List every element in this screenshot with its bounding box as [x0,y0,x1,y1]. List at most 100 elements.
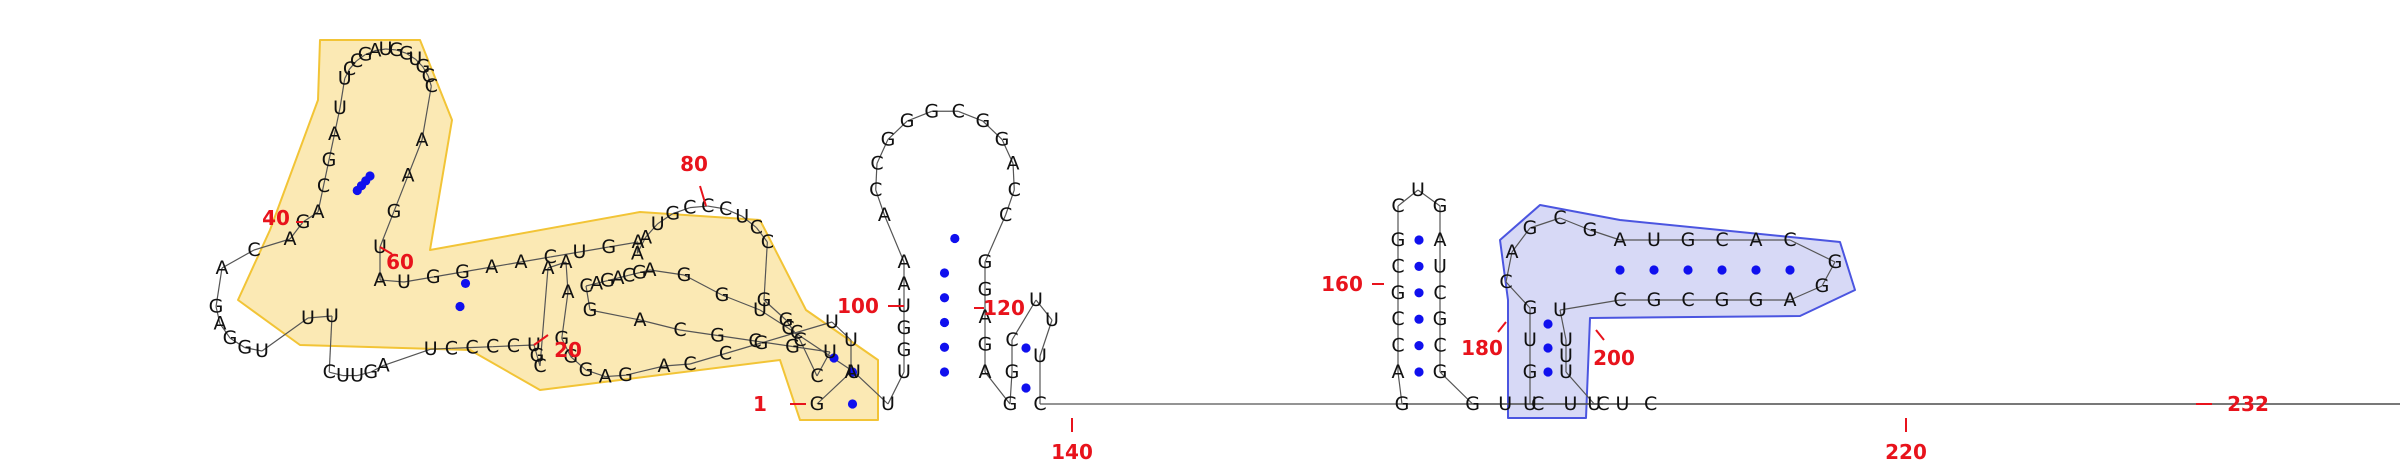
nucleotide: C [1033,393,1046,415]
backbone-link [816,371,852,405]
nucleotide: A [979,361,992,383]
nucleotide: C [1715,229,1728,251]
backbone-link [1529,217,1561,229]
nucleotide: G [779,309,794,331]
nucleotide: U [1411,179,1425,201]
backbone-link [1559,299,1621,311]
backbone-link [1565,371,1595,405]
position-label-220: 220 [1885,440,1927,460]
nucleotide: U [897,361,911,383]
base-pair-dot [829,353,839,363]
nucleotide: G [975,110,990,132]
nucleotide: G [810,393,825,415]
nucleotide: G [715,284,730,306]
backbone-link [763,299,787,321]
backbone-link [636,237,647,254]
nucleotide: U [1559,329,1573,351]
nucleotide: A [634,309,647,331]
nucleotide: G [237,337,252,359]
nucleotide: U [1045,309,1059,331]
nucleotide: C [1391,308,1404,330]
backbone-link [628,272,640,276]
position-label-20: 20 [554,338,582,362]
position-label-232: 232 [2227,392,2269,416]
backbone-link [792,345,831,353]
nucleotide: U [350,365,364,387]
nucleotide: C [1681,289,1694,311]
nucleotide: C [999,204,1012,226]
nucleotide: U [255,340,269,362]
nucleotide: U [325,305,339,327]
backbone-link [1505,281,1531,309]
nucleotide: G [1391,229,1406,251]
backbone-link [689,205,708,209]
nucleotide: C [748,330,761,352]
position-tick [533,334,549,346]
position-label-180: 180 [1461,336,1503,360]
backbone-link [1505,251,1513,283]
base-pair-dot [1021,383,1031,393]
nucleotide: C [683,197,696,219]
backbone-link [339,78,346,109]
backbone-link [741,215,757,229]
nucleotide: A [590,272,603,294]
nucleotide: C [1644,393,1657,415]
base-pair-dot [1414,261,1424,271]
backbone-link [219,323,231,339]
nucleotide: G [1815,275,1830,297]
nucleotide: A [515,251,528,273]
backbone-link [1001,139,1014,164]
nucleotide: A [374,269,387,291]
backbone-link [605,374,626,378]
nucleotide: C [1391,255,1404,277]
backbone-link [492,345,514,348]
nucleotide: U [651,213,665,235]
backbone-link [1009,371,1013,405]
nucleotide: C [323,361,336,383]
backbone-link [1417,189,1441,207]
backbone-link [906,110,932,122]
nucleotide: C [781,317,794,339]
backbone-link [403,276,434,283]
nucleotide: C [1433,335,1446,357]
nucleotide: C [673,319,686,341]
nucleotide: G [1005,361,1020,383]
nucleotide: C [1008,179,1021,201]
backbone-link [349,60,357,70]
backbone-link [639,269,651,274]
nucleotide: C [579,275,592,297]
nucleotide: G [1749,289,1764,311]
backbone-link [491,261,522,268]
nucleotide: A [1750,229,1763,251]
backbone-link [645,223,659,238]
nucleotide: C [422,65,435,87]
backbone-link [406,52,416,60]
nucleotide: C [544,246,557,268]
base-pair-dot [352,185,362,196]
nucleotide: U [735,205,749,227]
nucleotide: C [1391,335,1404,357]
base-pair-dot [847,399,858,409]
backbone-link [683,274,723,296]
nucleotide: C [445,337,458,359]
backbone-link [579,246,609,253]
nucleotide: A [213,313,226,335]
nucleotide: C [465,337,478,359]
backbone-link [550,251,580,258]
base-pair-dot [1414,235,1424,245]
nucleotide: C [1596,393,1609,415]
backbone-link [215,267,223,307]
nucleotide: G [632,262,647,284]
nucleotide: G [978,279,993,301]
backbone-link [561,291,569,339]
backbone-link [816,351,831,377]
backbone-link [1789,285,1823,301]
nucleotide: G [1433,361,1448,383]
backbone-link [755,227,768,243]
domain-highlights [237,39,1856,421]
position-label-100: 100 [837,294,879,318]
nucleotide: C [622,264,635,286]
backbone-link [787,327,855,373]
